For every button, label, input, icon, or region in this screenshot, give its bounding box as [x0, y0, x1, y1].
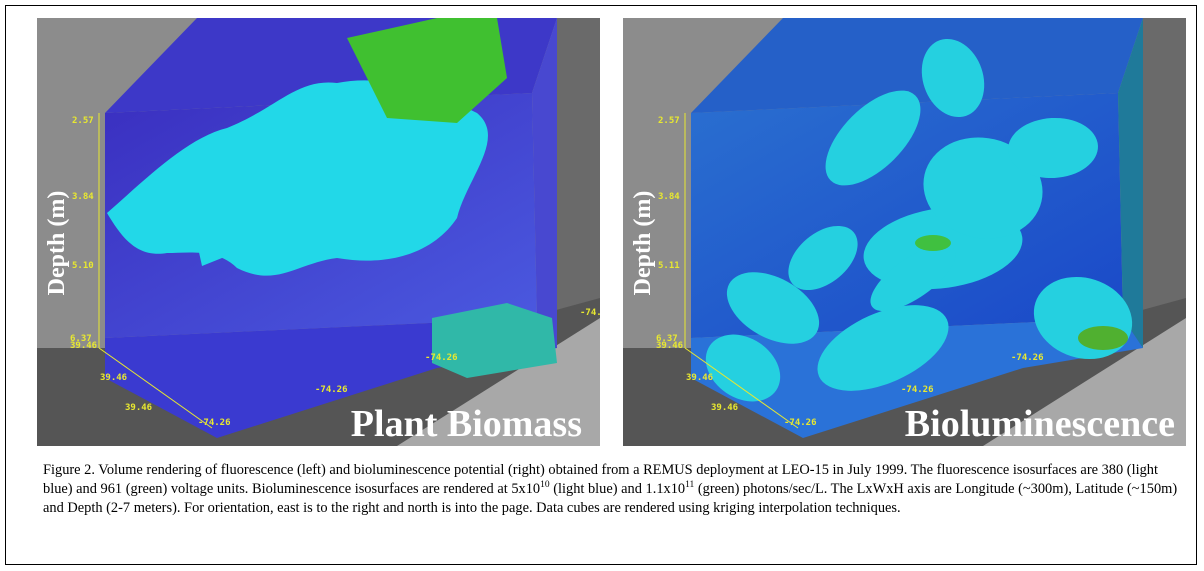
isosurface — [705, 334, 781, 402]
caption: Figure 2. Volume rendering of fluorescen… — [43, 461, 1183, 518]
panel-label: Plant Biomass — [351, 403, 582, 445]
depth-tick-label: 5.10 — [72, 261, 94, 271]
lat-tick-label: 39.46 — [656, 341, 683, 351]
depth-tick-label: 6.37 — [70, 334, 92, 344]
depth-tick-label: 3.84 — [72, 192, 94, 202]
isosurface — [788, 225, 858, 291]
isosurface — [726, 272, 820, 344]
axis-title: Depth (m) — [630, 191, 656, 296]
lon-tick-label: -74.26 — [198, 418, 231, 428]
lat-tick-label: 39.46 — [100, 373, 127, 383]
superscript: 11 — [685, 480, 695, 491]
floor — [691, 318, 1143, 438]
top-back — [691, 18, 1143, 113]
rendering-right: Depth (m)2.573.845.116.3739.4639.4639.46… — [623, 18, 1186, 446]
isosurface — [1008, 117, 1098, 179]
isosurface — [432, 303, 557, 378]
lat-tick-label: 39.46 — [686, 373, 713, 383]
lon-tick-label: -74.26 — [315, 385, 348, 395]
isosurface — [921, 38, 985, 118]
axis-line — [684, 347, 799, 429]
isosurface — [825, 90, 921, 186]
isosurface — [923, 137, 1043, 239]
isosurface — [197, 233, 222, 266]
superscript: 10 — [540, 480, 550, 491]
figure-frame — [5, 5, 1197, 565]
rendering-left: Depth (m)2.573.845.106.3739.4639.4639.46… — [37, 18, 600, 446]
lon-tick-label: -74.26 — [1011, 353, 1044, 363]
depth-tick-label: 2.57 — [72, 116, 94, 126]
lon-tick-label: -74.26 — [425, 353, 458, 363]
panel-label: Bioluminescence — [905, 403, 1175, 445]
depth-tick-label: 6.37 — [656, 334, 678, 344]
caption-text: (green) photons/sec/L. The LxWxH axis ar… — [43, 481, 1178, 516]
isosurface-green — [1078, 326, 1128, 350]
isosurface — [107, 80, 488, 276]
depth-tick-label: 3.84 — [658, 192, 680, 202]
isosurface-green — [915, 235, 951, 251]
lon-tick-label: -74. — [580, 308, 600, 318]
isosurface — [817, 305, 949, 391]
lat-tick-label: 39.46 — [125, 403, 152, 413]
axis-line — [98, 347, 213, 429]
caption-text: Figure 2. Volume rendering of fluorescen… — [43, 462, 1158, 497]
lon-tick-label: -74.26 — [901, 385, 934, 395]
lon-tick-label: -74.26 — [784, 418, 817, 428]
isosurface — [870, 244, 956, 312]
depth-tick-label: 2.57 — [658, 116, 680, 126]
caption-text: (light blue) and 1.1x10 — [549, 481, 686, 497]
right-wall — [1118, 18, 1143, 348]
floor-light — [983, 318, 1186, 446]
depth-tick-label: 5.11 — [658, 261, 680, 271]
axis-title: Depth (m) — [44, 191, 70, 296]
isosurface-green — [347, 18, 507, 123]
lat-tick-label: 39.46 — [70, 341, 97, 351]
right-wall — [532, 18, 557, 348]
lat-tick-label: 39.46 — [711, 403, 738, 413]
